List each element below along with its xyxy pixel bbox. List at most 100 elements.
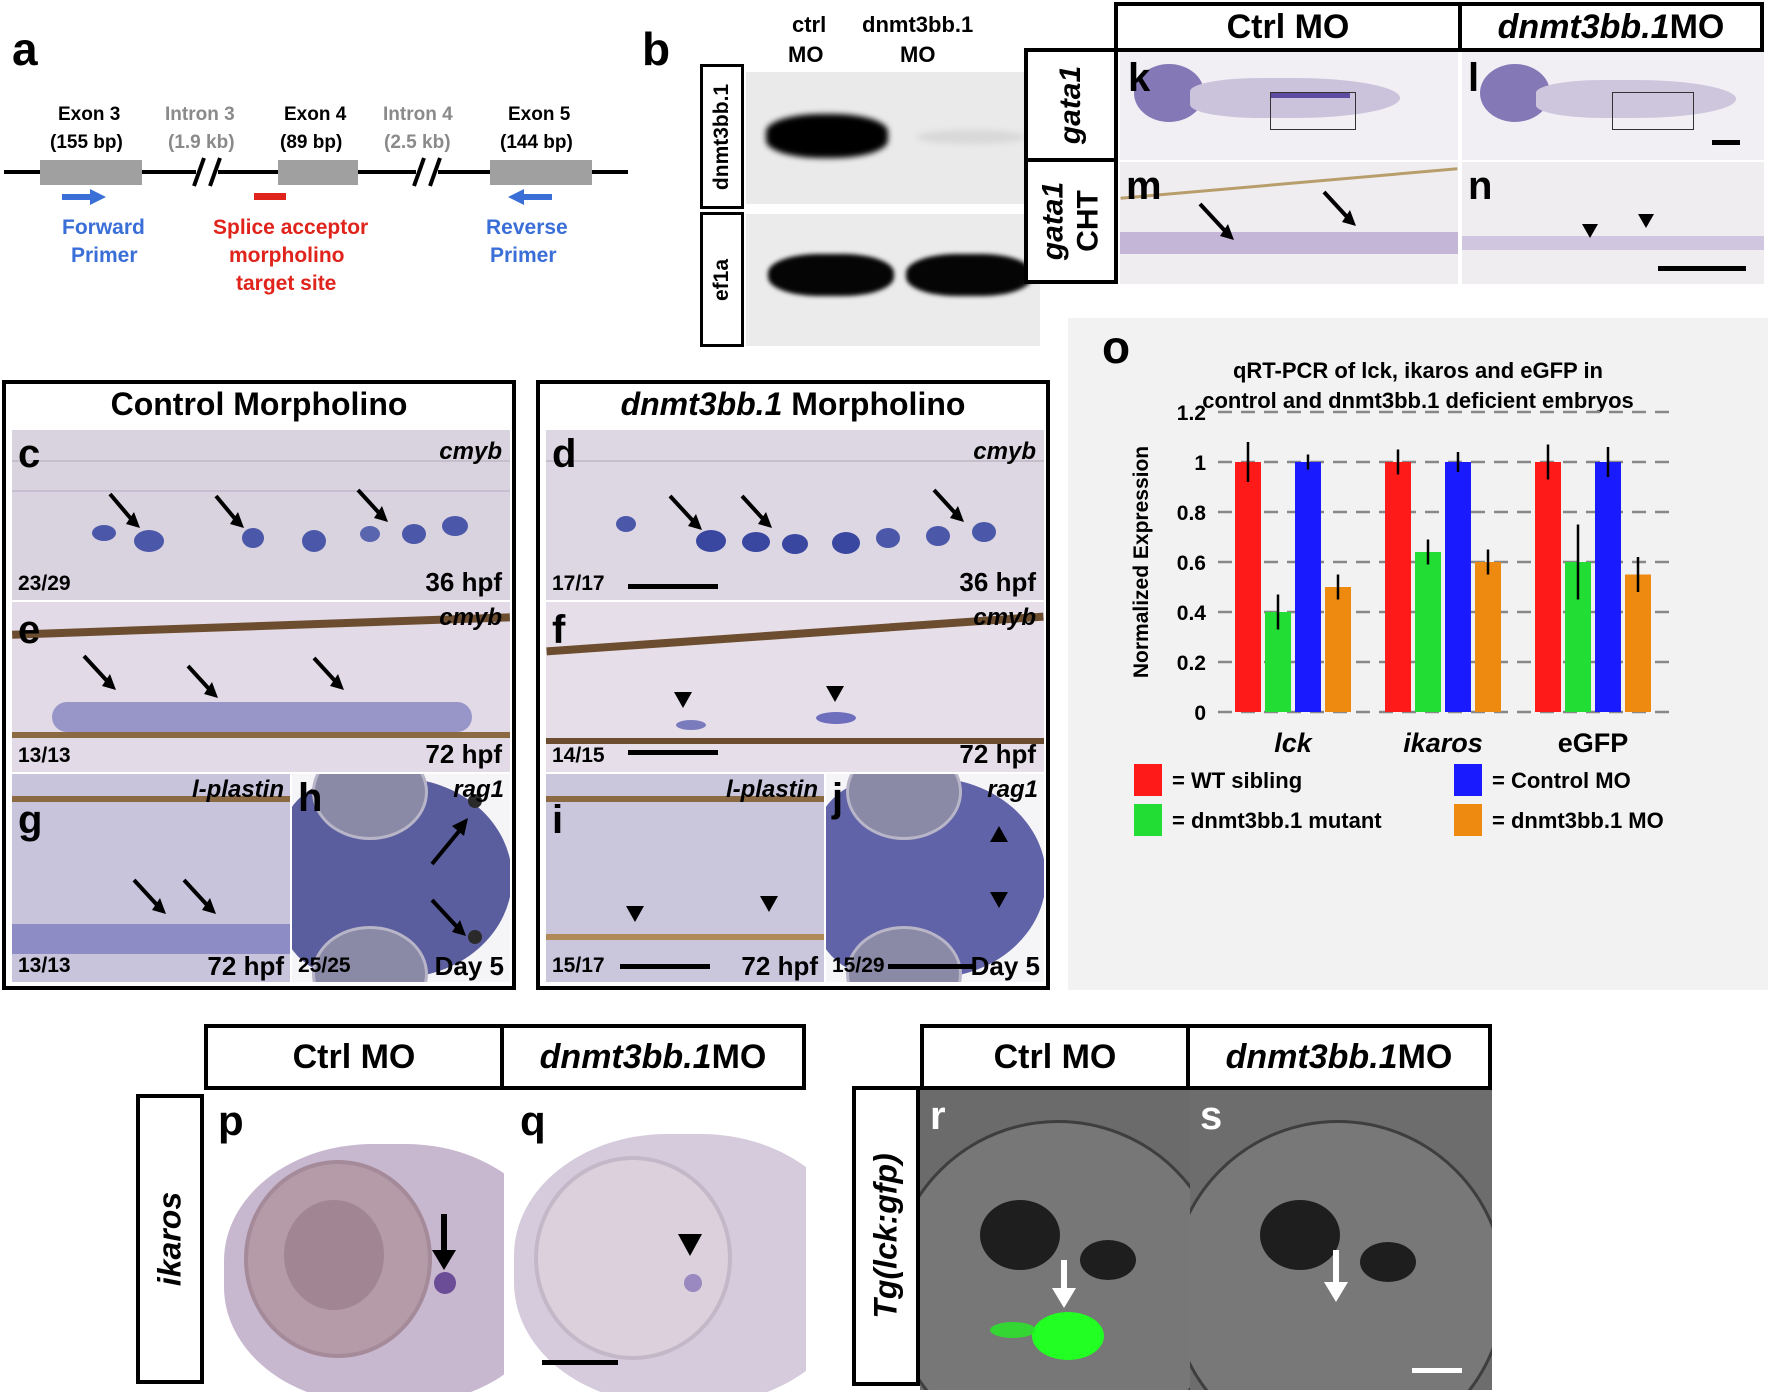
image-j-gene: rag1 bbox=[987, 776, 1038, 803]
exon-5-box bbox=[490, 160, 592, 185]
col-header-ctrl-mo-rs-text: Ctrl MO bbox=[993, 1037, 1117, 1076]
arrowhead-icon-i bbox=[626, 896, 778, 922]
panel-a: a Exon 3 (155 bp) Intron 3 (1.9 kb) Exon… bbox=[0, 0, 640, 320]
gel-image-dnmt3bb1 bbox=[746, 72, 1040, 204]
image-i-letter: i bbox=[552, 798, 564, 842]
col-header-pq-suffix: MO bbox=[711, 1037, 767, 1076]
scale-bar-d bbox=[628, 584, 718, 589]
image-n-letter: n bbox=[1468, 164, 1493, 208]
image-h-letter: h bbox=[298, 776, 323, 820]
image-g-stage: 72 hpf bbox=[207, 951, 284, 981]
col-header-ctrl-mo-pq-text: Ctrl MO bbox=[292, 1037, 416, 1076]
chart-title-l2: control and dnmt3bb.1 deficient embryos bbox=[1202, 388, 1634, 413]
bar bbox=[1475, 562, 1501, 712]
scale-bar-l bbox=[1712, 140, 1740, 145]
image-c-stage: 36 hpf bbox=[425, 567, 502, 597]
intron-3-name: Intron 3 bbox=[165, 104, 235, 125]
image-d: d cmyb 17/17 36 hpf bbox=[546, 430, 1044, 600]
col-header-dnmt-mo-rs: dnmt3bb.1 MO bbox=[1186, 1024, 1492, 1090]
arrow-icon-e bbox=[82, 654, 344, 698]
image-d-gene: cmyb bbox=[973, 438, 1036, 465]
scale-bar-n bbox=[1658, 266, 1746, 271]
image-r-letter: r bbox=[930, 1094, 946, 1138]
row-header-gata1-cht-gene: gata1 bbox=[1036, 181, 1070, 261]
bar bbox=[1625, 574, 1651, 712]
intron-3-size: (1.9 kb) bbox=[168, 132, 235, 153]
image-f-stage: 72 hpf bbox=[959, 739, 1036, 769]
bar bbox=[1415, 552, 1441, 712]
image-d-letter: d bbox=[552, 432, 577, 476]
exon-4-size: (89 bp) bbox=[280, 132, 343, 153]
x-tick-label: lck bbox=[1274, 728, 1314, 758]
arrow-icon-g bbox=[132, 878, 216, 914]
image-g-letter: g bbox=[18, 798, 43, 842]
arrowhead-icon-j bbox=[990, 826, 1008, 908]
row-label-box-1: dnmt3bb.1 bbox=[700, 64, 744, 209]
bar-chart: 0 0.2 0.4 0.6 0.8 1 1.2 Normalized Expression lc… bbox=[1130, 402, 1678, 836]
image-n: n bbox=[1462, 162, 1764, 284]
row-header-tg: Tg(lck:gfp) bbox=[852, 1086, 920, 1386]
col-header-ctrl-mo-kn-text: Ctrl MO bbox=[1226, 7, 1350, 46]
image-c-gene: cmyb bbox=[439, 438, 502, 465]
bar bbox=[1295, 462, 1321, 712]
image-k: k bbox=[1120, 52, 1458, 160]
intron-4-name: Intron 4 bbox=[383, 104, 453, 125]
legend-label: = WT sibling bbox=[1172, 768, 1302, 793]
panel-b: b ctrl MO dnmt3bb.1 MO dnmt3bb.1 ef1a bbox=[640, 0, 1040, 350]
bar bbox=[1385, 462, 1411, 712]
col-header-rs-gene: dnmt3bb.1 bbox=[1225, 1037, 1398, 1076]
image-q-letter: q bbox=[520, 1097, 546, 1144]
image-l-letter: l bbox=[1468, 56, 1480, 100]
arrow-icon-r bbox=[1052, 1260, 1076, 1308]
scale-bar-i bbox=[620, 964, 710, 969]
y-tick-label: 0.6 bbox=[1177, 552, 1206, 575]
arrowhead-icon-f bbox=[674, 686, 844, 708]
col-header-ctrl-mo-pq: Ctrl MO bbox=[204, 1024, 504, 1090]
image-h-stage: Day 5 bbox=[434, 951, 504, 981]
image-c: c cmyb 23/29 36 hpf bbox=[12, 430, 510, 600]
col-header-dnmt-gene: dnmt3bb.1 bbox=[1497, 7, 1670, 46]
image-p: p bbox=[204, 1094, 504, 1392]
forward-primer-l2: Primer bbox=[71, 244, 138, 267]
row-header-gata1-text: gata1 bbox=[1054, 65, 1087, 145]
row-label-ef1a: ef1a bbox=[710, 258, 733, 301]
image-l: l bbox=[1462, 52, 1764, 160]
legend-swatch bbox=[1134, 764, 1162, 796]
bar bbox=[1445, 462, 1471, 712]
image-f-ratio: 14/15 bbox=[552, 744, 605, 767]
image-d-ratio: 17/17 bbox=[552, 572, 605, 595]
col-header-dnmt-suffix: MO bbox=[1669, 7, 1725, 46]
lane-1-l2: MO bbox=[788, 42, 824, 67]
row-label-dnmt3bb1: dnmt3bb.1 bbox=[710, 83, 733, 190]
image-g-ratio: 13/13 bbox=[18, 954, 71, 977]
y-tick-label: 0.8 bbox=[1177, 502, 1207, 525]
image-k-letter: k bbox=[1128, 56, 1151, 100]
image-e-gene: cmyb bbox=[439, 604, 502, 631]
bar bbox=[1235, 462, 1261, 712]
y-tick-label: 0 bbox=[1194, 702, 1206, 725]
panel-letter-o: o bbox=[1102, 321, 1131, 373]
row-label-box-2: ef1a bbox=[700, 212, 744, 347]
arrow-icon-s bbox=[1324, 1250, 1348, 1302]
exon-4-box bbox=[278, 160, 358, 185]
y-tick-label: 1 bbox=[1194, 452, 1206, 475]
gene-diagram bbox=[4, 157, 628, 205]
panel-letter-b: b bbox=[642, 23, 671, 75]
panel-o: o qRT-PCR of lck, ikaros and eGFP in con… bbox=[1068, 318, 1768, 990]
splice-label-l1: Splice acceptor bbox=[213, 216, 369, 239]
col-header-dnmt-mo-pq: dnmt3bb.1 MO bbox=[500, 1024, 806, 1090]
break-mark-1 bbox=[192, 157, 206, 187]
y-tick-label: 0.4 bbox=[1177, 602, 1207, 625]
image-f: f cmyb 14/15 72 hpf bbox=[546, 602, 1044, 772]
panel-k-n: Ctrl MO dnmt3bb.1 MO gata1 gata1 CHT k l… bbox=[1020, 0, 1772, 290]
bar bbox=[1535, 462, 1561, 712]
row-header-gata1-cht-suffix: CHT bbox=[1071, 190, 1104, 252]
image-e: e cmyb 13/13 72 hpf bbox=[12, 602, 510, 772]
image-h-gene: rag1 bbox=[453, 776, 504, 803]
panel-p-q: Ctrl MO dnmt3bb.1 MO ikaros p q bbox=[130, 1022, 810, 1392]
image-m: m bbox=[1120, 162, 1458, 284]
col-header-dnmt-mo-kn: dnmt3bb.1 MO bbox=[1458, 2, 1764, 52]
lane-2-l1: dnmt3bb.1 bbox=[862, 12, 974, 37]
break-mark-2 bbox=[412, 157, 426, 187]
image-p-letter: p bbox=[218, 1097, 244, 1144]
